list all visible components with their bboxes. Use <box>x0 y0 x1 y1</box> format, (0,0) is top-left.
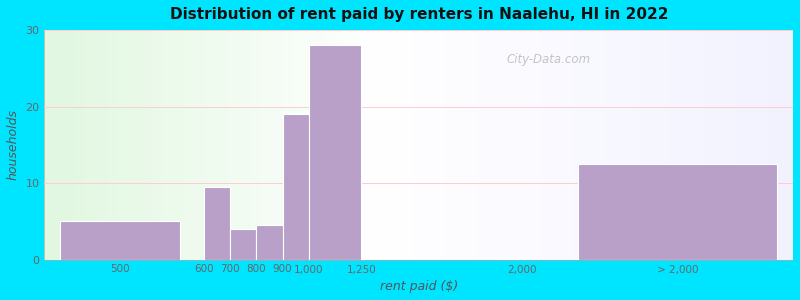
Y-axis label: households: households <box>7 109 20 180</box>
Bar <box>578 164 777 260</box>
Bar <box>204 187 230 260</box>
Bar <box>282 114 309 260</box>
Bar <box>256 225 282 260</box>
Bar <box>61 221 180 260</box>
Bar <box>309 45 362 260</box>
X-axis label: rent paid ($): rent paid ($) <box>380 280 458 293</box>
Bar <box>230 229 256 260</box>
Text: City-Data.com: City-Data.com <box>507 53 591 66</box>
Title: Distribution of rent paid by renters in Naalehu, HI in 2022: Distribution of rent paid by renters in … <box>170 7 668 22</box>
